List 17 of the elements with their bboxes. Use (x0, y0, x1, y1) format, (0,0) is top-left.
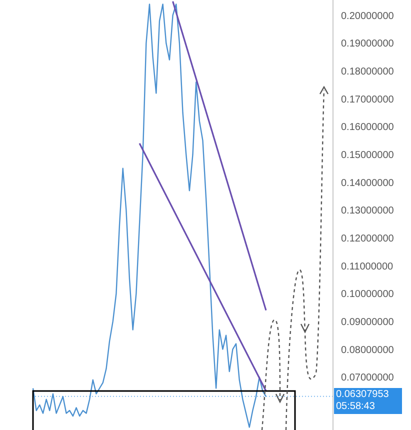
ref-line-label: 0.06307953 (336, 389, 390, 401)
line-series (32, 4, 267, 428)
y-tick-label: 0.12000000 (341, 234, 394, 245)
y-tick-label: 0.09000000 (341, 317, 394, 328)
y-tick-label: 0.15000000 (341, 150, 394, 162)
y-tick-label: 0.20000000 (341, 10, 394, 22)
y-tick-label: 0.11000000 (341, 261, 394, 272)
y-tick-label: 0.18000000 (341, 66, 394, 78)
y-tick-label: 0.10000000 (341, 289, 394, 300)
y-tick-label: 0.13000000 (341, 206, 394, 217)
text: 05:58:43 (336, 401, 376, 413)
y-tick-label: 0.16000000 (341, 122, 394, 134)
y-tick-label: 0.07000000 (341, 372, 394, 384)
y-tick-label: 0.19000000 (341, 38, 394, 50)
y-tick-label: 0.17000000 (341, 94, 394, 106)
y-tick-label: 0.14000000 (341, 178, 394, 189)
y-tick-label: 0.08000000 (341, 344, 394, 356)
